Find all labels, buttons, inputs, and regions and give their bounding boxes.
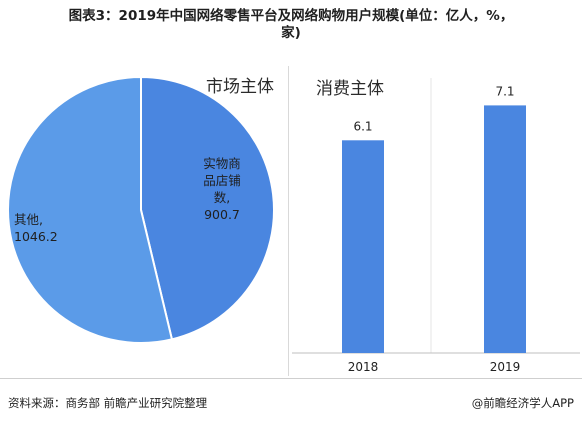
pie-label-physical-stores: 实物商品店铺数, 900.7 [203,156,241,222]
footer-divider [0,378,582,379]
pie-panel-label: 市场主体 [206,77,274,97]
pie-chart: 实物商品店铺数, 900.7 其他, 1046.2 市场主体 [7,75,275,344]
brand-credit: @前瞻经济学人APP [471,396,574,410]
pie-label-other: 其他, 1046.2 [14,212,58,244]
bar-2019 [484,105,526,354]
bar-value-label-2018: 6.1 [353,119,372,133]
bar-chart: 6.1 2018 7.1 2019 消费主体 [292,78,580,374]
chart-title: 图表3：2019年中国网络零售平台及网络购物用户规模(单位：亿人，%， 家) [0,8,582,42]
pie-slice-physical-stores [140,75,275,341]
bar-panel-label: 消费主体 [316,79,384,99]
title-line-2: 家) [281,25,301,41]
panel-divider [288,66,289,376]
bar-2018 [342,140,384,353]
x-tick-label-2018: 2018 [348,360,379,374]
bar-value-label-2019: 7.1 [495,84,514,98]
pie-slice-other [7,75,174,344]
source-note: 资料来源：商务部 前瞻产业研究院整理 [8,396,208,410]
title-line-1: 图表3：2019年中国网络零售平台及网络购物用户规模(单位：亿人，%， [68,8,514,24]
x-tick-label-2019: 2019 [490,360,521,374]
